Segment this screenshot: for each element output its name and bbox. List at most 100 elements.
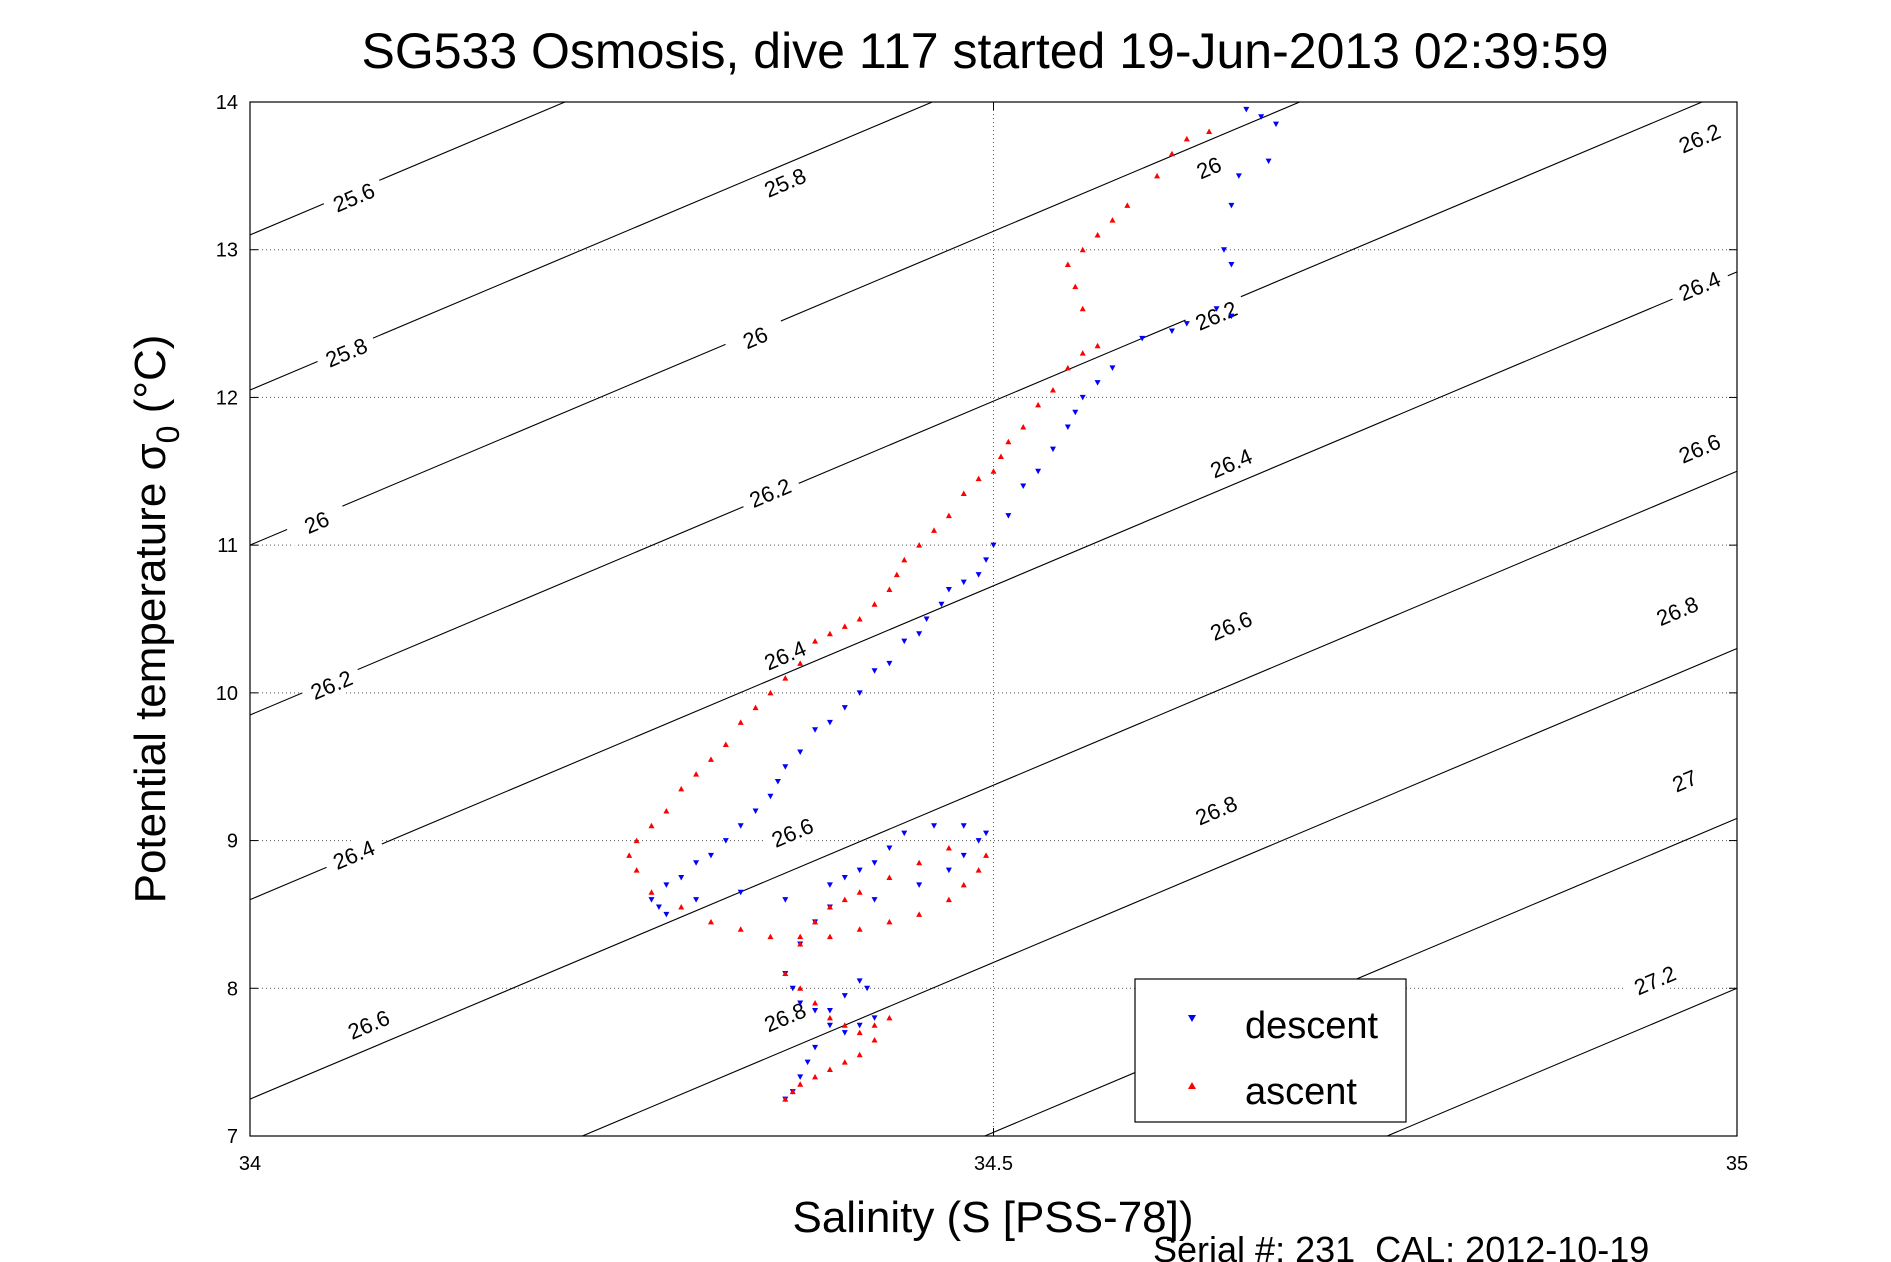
contour-label-text: 25.8	[761, 163, 810, 203]
descent-point	[931, 823, 938, 829]
contour-label-text: 26.4	[1207, 444, 1256, 484]
ascent-point	[886, 586, 893, 592]
ascent-point	[797, 933, 804, 940]
descent-point	[1049, 446, 1056, 453]
y-tick-label-7: 14	[216, 92, 238, 114]
contour-labels: 25.6 25.8 26 26.2 25.8 26 26.2 26.4 26 26.2 26.4 26…	[283, 114, 1733, 1048]
descent-point	[648, 897, 655, 903]
descent-point	[1265, 158, 1272, 165]
ascent-point	[789, 1088, 796, 1095]
contour-label-bg	[283, 498, 350, 546]
ascent-point	[1109, 217, 1116, 223]
ascent-point	[826, 933, 833, 940]
ascent-point	[626, 852, 633, 858]
ascent-point	[886, 1014, 893, 1021]
descent-point	[841, 875, 848, 881]
descent-point	[960, 823, 967, 829]
descent-point	[1228, 313, 1235, 320]
contour-line-5	[249, 470, 1738, 1100]
ascent-point	[663, 808, 670, 814]
legend-descent-marker	[1188, 1015, 1196, 1022]
ascent-point	[990, 468, 997, 474]
contour-label-text: 26.8	[761, 998, 810, 1038]
ascent-point	[1020, 423, 1027, 430]
ascent-point	[997, 453, 1004, 460]
descent-point	[782, 764, 789, 770]
ascent-point	[648, 889, 655, 895]
descent-point	[1183, 321, 1190, 327]
descent-point	[1035, 468, 1042, 475]
descent-point	[782, 897, 789, 903]
legend-descent-label: descent	[1245, 1005, 1379, 1047]
y-tick-label-4: 11	[217, 535, 238, 557]
contour-label-bg	[1666, 114, 1733, 162]
contour-label-bg	[1666, 262, 1733, 310]
contour-label-text: 26.8	[1192, 791, 1241, 831]
descent-point	[752, 808, 759, 815]
ascent-point	[1079, 350, 1086, 356]
descent-point	[737, 889, 744, 896]
descent-point	[916, 631, 923, 637]
contour-label-21: 26.8	[752, 993, 818, 1041]
descent-point	[812, 1007, 819, 1014]
descent-point	[960, 852, 967, 859]
descent-point	[1213, 306, 1220, 312]
contour-label-text: 26.8	[1653, 591, 1702, 631]
ascent-point	[1124, 202, 1131, 208]
descent-point	[1005, 513, 1012, 519]
ascent-point	[856, 616, 863, 622]
ascent-point	[737, 719, 744, 725]
descent-point	[1243, 106, 1250, 113]
descent-point	[737, 823, 744, 829]
contour-label-text: 26.6	[768, 813, 817, 853]
contour-label-bg	[759, 808, 826, 856]
contour-label-text: 26.2	[1675, 119, 1724, 159]
ascent-point	[1183, 135, 1190, 142]
ascent-point	[1072, 283, 1079, 290]
contour-label-bg	[321, 173, 387, 221]
descent-point	[871, 897, 878, 903]
ascent-point	[871, 1036, 878, 1043]
x-tick-label-0: 34	[239, 1153, 261, 1175]
ascent-point	[633, 837, 640, 844]
y-axis-label: Potential temperature σ0 (°C)	[126, 335, 186, 904]
ascent-points	[626, 128, 1213, 1102]
ascent-point	[886, 874, 893, 880]
descent-point	[856, 867, 863, 874]
contour-label-16: 26.4	[321, 830, 387, 879]
ascent-point	[1094, 342, 1101, 349]
descent-point	[1228, 261, 1235, 268]
ascent-point	[767, 933, 774, 940]
ascent-point	[633, 867, 640, 873]
descent-point	[975, 572, 982, 578]
y-axis-ticks: 7 8 9 10 11 12 13 14	[216, 92, 1737, 1148]
contour-label-text: 26.4	[1675, 266, 1724, 306]
descent-point	[693, 860, 700, 866]
contour-label-bg	[1644, 587, 1710, 635]
ascent-point	[960, 490, 967, 496]
y-tick-label-5: 12	[216, 387, 238, 409]
ascent-point	[871, 1022, 878, 1028]
descent-point	[983, 557, 990, 563]
ascent-point	[782, 675, 789, 681]
descent-point	[804, 1059, 811, 1066]
descent-point	[1020, 483, 1027, 490]
ascent-point	[945, 512, 952, 519]
ascent-point	[1049, 387, 1056, 393]
ascent-point	[826, 904, 833, 910]
descent-point	[1235, 173, 1242, 179]
ascent-point	[1079, 246, 1086, 253]
ascent-point	[782, 970, 789, 977]
ascent-point	[797, 1081, 804, 1087]
contour-label-22: 27.2	[1622, 956, 1688, 1004]
contour-line-3	[249, 101, 1703, 716]
ascent-point	[856, 926, 863, 932]
descent-point	[1064, 424, 1071, 430]
ascent-point	[886, 918, 893, 925]
contour-label-bg	[752, 631, 818, 679]
contour-label-1: 25.8	[752, 158, 818, 206]
ascent-point	[826, 1066, 833, 1073]
ascent-point	[678, 904, 685, 910]
ascent-point	[707, 756, 714, 762]
